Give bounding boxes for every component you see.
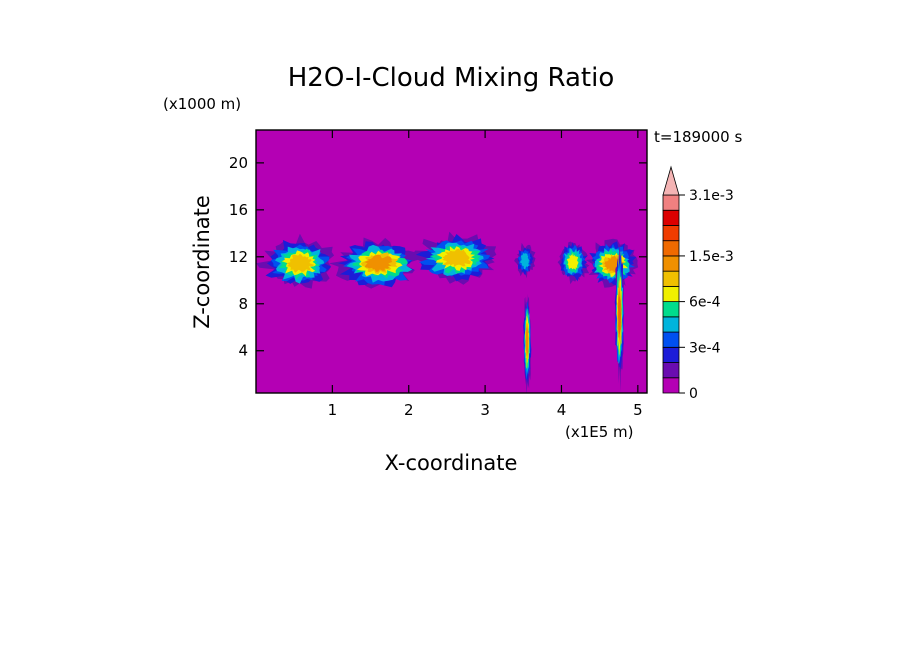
y-unit-label: (x1000 m) [163,95,241,113]
colorbar-segment [662,301,680,318]
plot-frame [255,129,648,394]
colorbar-segment [662,316,680,333]
y-tick-label: 16 [229,201,248,219]
colorbar-segment [662,362,680,379]
x-tick-label: 4 [557,401,567,419]
x-axis: 1 2 3 4 5 [328,130,643,419]
y-axis-label: Z-coordinate [190,195,214,329]
y-tick-label: 8 [238,295,248,313]
cloud-region [557,241,590,285]
x-unit-label: (x1E5 m) [565,423,634,441]
colorbar: 0 3e-4 6e-4 1.5e-3 3.1e-3 [662,165,734,402]
chart-title: H2O-I-Cloud Mixing Ratio [288,63,615,93]
contour-level-8 [364,254,393,272]
contour-level-7 [442,248,471,268]
colorbar-tick-label: 6e-4 [689,295,721,311]
cloud-region [412,231,497,285]
cloud-region [514,242,536,279]
contour-level-6 [566,252,579,270]
x-tick-label: 5 [633,401,643,419]
x-axis-label: X-coordinate [385,451,518,475]
colorbar-tick-label: 3e-4 [689,340,721,356]
contour-level-8 [525,324,529,358]
cloud-region [523,293,532,393]
colorbar-segment [662,270,680,287]
colorbar-segment [662,346,680,363]
contour-level-9 [617,294,622,336]
contour-field [256,231,639,393]
x-tick-label: 3 [480,401,490,419]
colorbar-segment [662,194,680,211]
colorbar-segment [662,285,680,303]
colorbar-tick-label: 0 [689,386,698,402]
y-tick-label: 4 [238,342,248,360]
y-tick-label: 12 [229,248,248,266]
colorbar-segment [662,377,680,394]
cloud-region [614,240,625,393]
contour-level-7 [286,253,315,273]
y-tick-label: 20 [229,154,248,172]
colorbar-tick-label: 3.1e-3 [689,188,734,204]
contour-level-4 [520,253,530,270]
colorbar-segment [662,331,680,348]
cloud-region [256,233,335,289]
cloud-region [329,237,418,289]
x-tick-label: 2 [404,401,414,419]
colorbar-segment [662,255,680,272]
y-axis: 4 8 12 16 20 [229,154,647,360]
x-tick-label: 1 [328,401,338,419]
colorbar-segment [662,209,680,226]
colorbar-segment [662,225,680,242]
colorbar-extend-arrow [662,165,680,196]
time-label: t=189000 s [654,128,742,146]
colorbar-segment [662,240,680,257]
colorbar-tick-label: 1.5e-3 [689,249,734,265]
